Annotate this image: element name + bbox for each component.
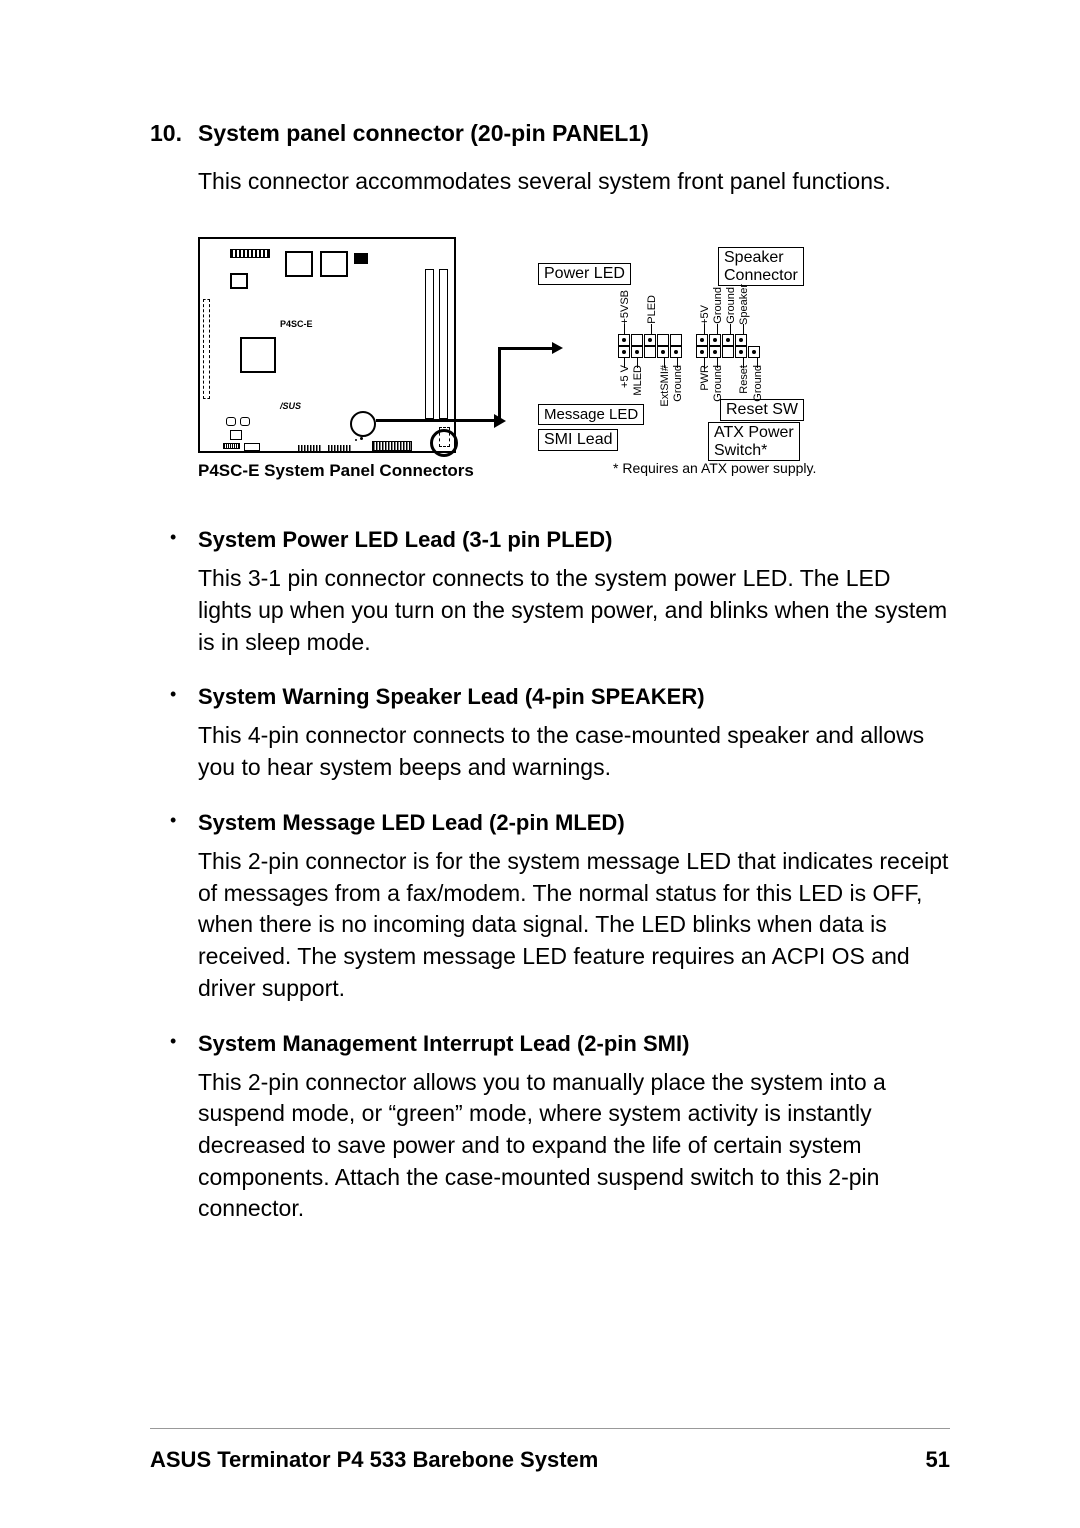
diagram-caption: P4SC-E System Panel Connectors [198,461,474,481]
mobo-component [298,445,322,452]
page-number: 51 [926,1447,950,1473]
bullet-heading: System Message LED Lead (2-pin MLED) [198,810,625,836]
pin-label: Ground [752,365,764,402]
section-heading: 10. System panel connector (20-pin PANEL… [150,120,950,147]
pin-label: MLED [632,365,644,396]
mobo-component [223,443,240,449]
page-footer: ASUS Terminator P4 533 Barebone System 5… [150,1428,950,1473]
bullet-item: • System Power LED Lead (3-1 pin PLED) [170,527,950,553]
mobo-component [354,253,368,264]
bullet-icon: • [170,810,198,836]
mobo-model-label: P4SC-E [280,319,313,329]
label-atx-power: ATX Power Switch* [708,422,800,461]
mobo-component [285,251,313,277]
pin-label: Ground [712,365,724,402]
mobo-component [320,251,348,277]
pin-label: Ground [725,287,737,324]
pin-label: Speaker [738,284,750,325]
bullet-item: • System Message LED Lead (2-pin MLED) [170,810,950,836]
bullet-item: • System Management Interrupt Lead (2-pi… [170,1031,950,1057]
label-smi-lead: SMI Lead [538,429,618,451]
bullet-heading: System Warning Speaker Lead (4-pin SPEAK… [198,684,705,710]
label-line: Connector [724,267,798,284]
mobo-component [360,437,363,440]
label-power-led: Power LED [538,263,631,285]
label-reset-sw: Reset SW [720,399,804,421]
bullet-item: • System Warning Speaker Lead (4-pin SPE… [170,684,950,710]
diagram-area: P4SC-E /SUS P4SC-E System Panel Connecto… [198,227,950,487]
bullet-icon: • [170,1031,198,1057]
arrow-icon [498,347,554,350]
pin-label: ExtSMI# [659,365,671,407]
arrow-icon [552,342,563,354]
bullet-heading: System Power LED Lead (3-1 pin PLED) [198,527,612,553]
bullet-icon: • [170,684,198,710]
arrow-icon [498,347,501,419]
pin-label: PWR [699,365,711,391]
mobo-component [372,441,412,451]
section-title: System panel connector (20-pin PANEL1) [198,120,649,147]
bullet-icon: • [170,527,198,553]
bullet-body: This 4-pin connector connects to the cas… [198,720,950,783]
pin-label: +5V [699,305,711,325]
mobo-component [328,445,352,452]
pinout-diagram: Power LED Speaker Connector Message LED … [568,227,968,477]
pin-label: PLED [646,295,658,324]
pin-label: +5 V [619,365,631,388]
bullet-heading: System Management Interrupt Lead (2-pin … [198,1031,689,1057]
section-number: 10. [150,120,198,147]
mobo-component [350,411,376,437]
pin-label: +5VSB [619,290,631,325]
mobo-component [203,299,210,399]
bullet-body: This 2-pin connector is for the system m… [198,846,950,1005]
arrow-icon [376,419,496,422]
label-message-led: Message LED [538,404,644,425]
mobo-ram [425,269,434,419]
mobo-component [244,443,260,451]
mobo-component [226,417,236,426]
mobo-ram [439,269,448,419]
label-line: Switch* [714,442,767,459]
bullets: • System Power LED Lead (3-1 pin PLED) T… [150,527,950,1225]
pin-grid [618,334,761,358]
label-line: Speaker [724,249,784,266]
label-speaker-connector: Speaker Connector [718,247,804,286]
pin-label: Reset [738,365,750,394]
pin-label: Ground [672,365,684,402]
mobo-component [230,249,270,258]
diagram-footnote: * Requires an ATX power supply. [613,460,816,476]
section-intro: This connector accommodates several syst… [198,165,950,197]
mobo-component [355,439,357,441]
pin-label: Ground [712,287,724,324]
mobo-component [240,417,250,426]
mobo-logo: /SUS [280,401,301,411]
bullet-body: This 2-pin connector allows you to manua… [198,1067,950,1226]
mobo-component [230,273,248,289]
bullet-body: This 3-1 pin connector connects to the s… [198,563,950,658]
mobo-cpu [240,337,276,373]
mobo-component [230,430,242,440]
footer-title: ASUS Terminator P4 533 Barebone System [150,1447,598,1473]
panel-connector-marker [430,429,458,457]
label-line: ATX Power [714,424,794,441]
